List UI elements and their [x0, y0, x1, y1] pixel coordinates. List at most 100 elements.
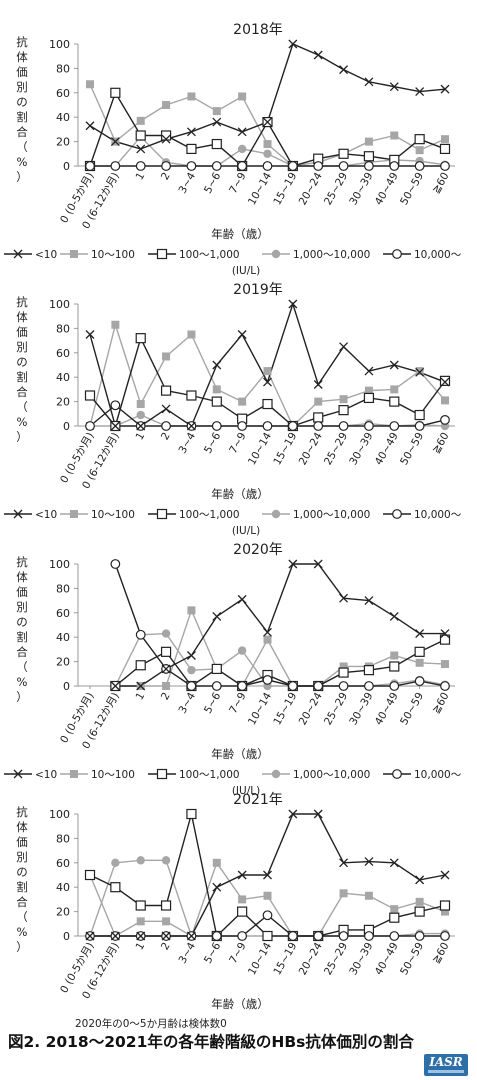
data-point-s1-6 [238, 895, 247, 904]
data-point-s1-13 [415, 658, 424, 667]
data-point-s0-9 [313, 559, 323, 569]
data-point-s0-8 [288, 39, 298, 49]
y-tick-label: 100 [49, 38, 70, 51]
data-point-s2-6 [237, 906, 248, 917]
x-tick-label: 7~9 [227, 171, 248, 196]
data-point-s2-0 [84, 869, 96, 881]
y-axis-label: 抗体価別の割合（%） [16, 805, 28, 954]
x-tick-label: 7~9 [227, 691, 248, 716]
x-tick-label: 3~4 [177, 430, 199, 455]
legend-label: <10 [35, 769, 57, 781]
data-point-s2-10 [338, 405, 349, 416]
x-tick-label: 15~19 [271, 431, 299, 468]
data-point-s4-0 [85, 421, 95, 431]
legend-marker [271, 509, 281, 519]
data-point-s4-4 [186, 681, 197, 691]
data-point-s4-9 [313, 161, 324, 171]
x-tick-label: 15~19 [271, 171, 299, 208]
data-point-s0-1 [110, 137, 120, 147]
x-tick-label: 7~9 [227, 431, 248, 456]
y-tick-label: 20 [56, 656, 70, 669]
data-point-s0-13 [415, 629, 425, 638]
data-point-s4-10 [338, 421, 349, 431]
data-point-s0-6 [237, 870, 247, 880]
data-point-s2-7 [262, 398, 273, 410]
data-point-s4-10 [338, 931, 349, 941]
data-point-s0-7 [263, 870, 272, 880]
data-point-s4-1 [110, 161, 121, 171]
x-tick-label: 2 [159, 431, 173, 443]
data-point-s4-11 [364, 421, 374, 431]
legend-label: <10 [35, 249, 57, 261]
x-tick-label: 50~59 [398, 431, 426, 468]
y-tick-label: 60 [56, 607, 70, 620]
legend-label: 10,000〜 [414, 249, 462, 261]
data-point-s4-7 [262, 675, 273, 685]
data-point-s0-14 [440, 84, 450, 94]
data-point-s4-5 [211, 681, 222, 691]
data-point-s2-3 [160, 900, 172, 911]
x-tick-label: ≧60 [430, 941, 451, 966]
data-point-s4-14 [440, 931, 450, 941]
data-point-s4-11 [364, 681, 374, 691]
x-tick-label: 5~6 [202, 940, 224, 965]
x-tick-label: 5~6 [202, 690, 224, 715]
x-tick-label: 25~29 [322, 941, 350, 978]
data-point-s0-8 [288, 809, 298, 819]
data-point-s0-10 [339, 858, 349, 868]
y-tick-label: 40 [56, 631, 70, 644]
data-point-s4-9 [313, 421, 324, 431]
data-point-s0-0 [85, 931, 95, 941]
data-point-s3-2 [136, 856, 145, 865]
data-point-s1-5 [212, 858, 221, 867]
x-tick-label: 20~24 [297, 690, 325, 727]
y-tick-label: 0 [63, 930, 70, 943]
legend-label: 1,000〜10,000 [293, 509, 370, 521]
data-point-s1-13 [415, 897, 424, 906]
data-point-s2-13 [414, 134, 425, 145]
data-point-s1-10 [339, 395, 348, 404]
data-point-s0-5 [212, 117, 222, 127]
x-tick-label: 1 [134, 431, 148, 443]
legend-unit: (IU/L) [232, 265, 260, 277]
legend-marker [13, 769, 23, 779]
data-point-s1-7 [263, 140, 272, 149]
data-point-s2-14 [439, 375, 451, 386]
data-point-s1-12 [390, 651, 399, 660]
data-point-s4-10 [338, 681, 349, 691]
data-point-s4-3 [161, 421, 171, 431]
data-point-s4-12 [389, 931, 400, 941]
x-tick-label: 10~14 [246, 690, 274, 727]
data-point-s1-13 [415, 146, 424, 155]
data-point-s0-11 [364, 596, 374, 606]
x-tick-label: 30~39 [347, 171, 375, 208]
data-point-s2-2 [135, 900, 146, 911]
data-point-s1-7 [263, 891, 272, 900]
x-tick-label: 40~49 [373, 431, 401, 468]
data-point-s1-9 [314, 397, 323, 406]
series-line-1 [115, 608, 446, 688]
data-point-s2-0 [84, 390, 96, 401]
data-point-s1-3 [162, 352, 171, 361]
x-axis-label: 年齢（歳） [211, 997, 269, 1010]
legend-marker [392, 249, 402, 259]
iasr-logo: IASR [424, 1054, 468, 1076]
data-point-s2-1 [110, 882, 121, 893]
data-point-s0-6 [237, 594, 247, 604]
legend-marker [271, 249, 281, 259]
data-point-s1-12 [390, 385, 399, 394]
data-point-s3-6 [237, 646, 247, 655]
legend-marker [70, 250, 78, 258]
x-tick-label: 25~29 [322, 171, 350, 208]
data-point-s0-11 [364, 77, 374, 87]
legend-label: 1,000〜10,000 [293, 769, 370, 781]
data-point-s3-7 [263, 149, 272, 158]
data-point-s0-5 [212, 882, 222, 892]
data-point-s4-2 [135, 161, 146, 171]
x-tick-label: 7~9 [227, 941, 248, 966]
data-point-s4-14 [440, 161, 450, 171]
data-point-s0-10 [339, 342, 349, 352]
data-point-s1-11 [364, 137, 373, 146]
data-point-s0-2 [136, 681, 146, 691]
